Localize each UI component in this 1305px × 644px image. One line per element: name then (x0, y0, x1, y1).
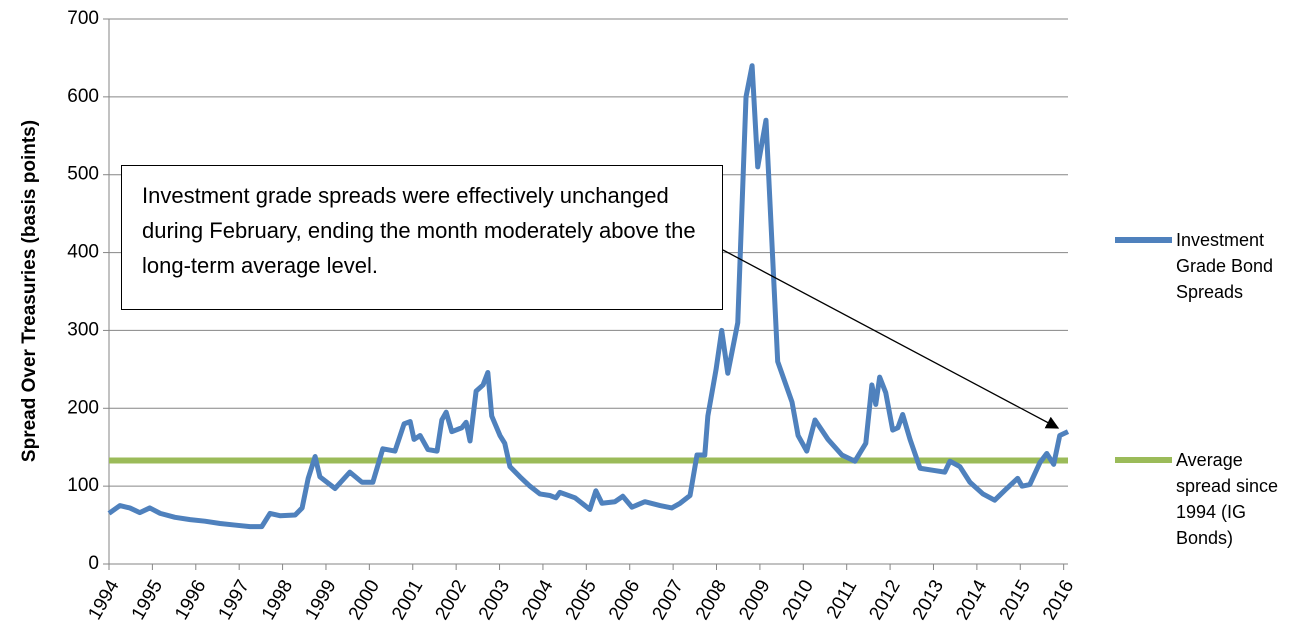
y-tick-label: 400 (67, 242, 99, 263)
x-tick-label: 2008 (692, 577, 731, 624)
x-tick-label: 2000 (345, 577, 384, 624)
series-line (107, 63, 1070, 530)
x-tick-label: 2013 (909, 577, 948, 624)
legend-label: Average spread since 1994 (IG Bonds) (1176, 450, 1279, 548)
x-tick-label: 1999 (301, 577, 340, 624)
x-tick-label: 2006 (605, 577, 644, 624)
x-tick-label: 1995 (128, 577, 167, 624)
annotation: Investment grade spreads were effectivel… (121, 165, 723, 310)
x-tick-label: 2007 (648, 577, 687, 624)
y-tick-label: 600 (67, 86, 99, 107)
y-tick-label: 0 (88, 553, 99, 574)
y-axis-label: Spread Over Treasuries (basis points) (19, 120, 40, 462)
x-tick-label: 2004 (518, 576, 558, 623)
y-tick-label: 300 (67, 319, 99, 340)
annotation-arrow (722, 249, 1060, 429)
y-tick-label: 500 (67, 164, 99, 185)
x-tick-label: 2009 (735, 577, 774, 624)
x-tick-label: 1998 (258, 577, 297, 624)
x-tick-label: 2014 (952, 576, 992, 623)
y-tick-label: 100 (67, 475, 99, 496)
legend-label: Investment Grade Bond Spreads (1176, 230, 1274, 302)
x-tick-label: 2011 (823, 577, 862, 623)
x-tick-label: 2003 (475, 577, 514, 624)
x-tick-label: 1997 (215, 577, 254, 624)
x-tick-label: 1996 (171, 577, 210, 624)
x-tick-label: 2015 (996, 577, 1035, 624)
x-tick-label: 1994 (84, 576, 124, 623)
x-tick-label: 2002 (431, 577, 470, 624)
y-tick-label: 700 (67, 8, 99, 29)
x-tick-label: 2010 (779, 577, 818, 624)
x-tick-label: 2012 (865, 577, 904, 624)
y-tick-label: 200 (67, 397, 99, 418)
x-tick-label: 2005 (562, 577, 601, 624)
x-tick-label: 2001 (388, 577, 427, 624)
x-tick-label: 2016 (1039, 577, 1078, 624)
